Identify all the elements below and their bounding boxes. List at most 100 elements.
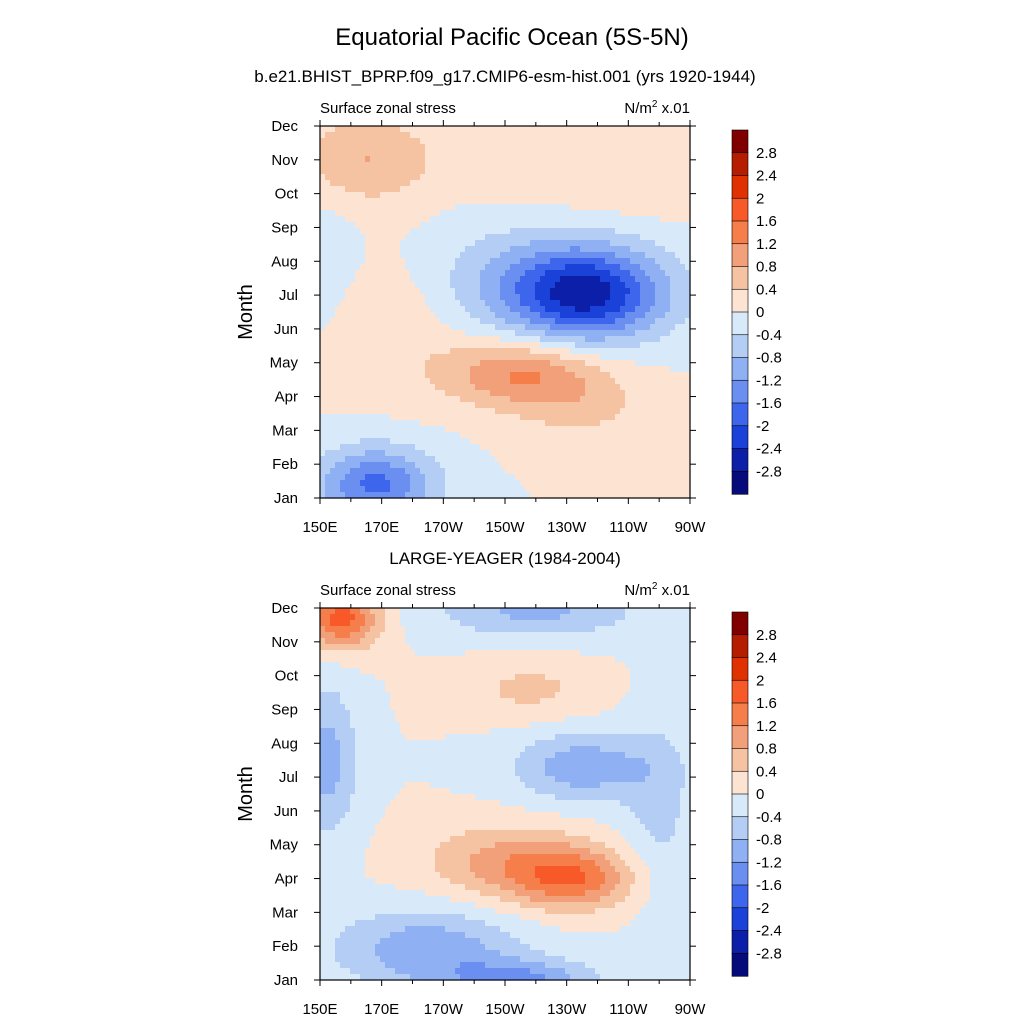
contour-cell bbox=[630, 462, 636, 469]
contour-cell bbox=[400, 354, 406, 361]
contour-cell bbox=[450, 246, 456, 253]
contour-cell bbox=[560, 168, 566, 175]
contour-cell bbox=[565, 228, 571, 235]
contour-cell bbox=[460, 486, 466, 493]
contour-cell bbox=[600, 210, 606, 217]
contour-cell bbox=[680, 132, 686, 139]
contour-cell bbox=[560, 620, 566, 627]
contour-cell bbox=[495, 420, 501, 427]
contour-cell bbox=[390, 300, 396, 307]
contour-cell bbox=[375, 138, 381, 145]
contour-cell bbox=[610, 264, 616, 271]
contour-cell bbox=[600, 608, 606, 615]
contour-cell bbox=[380, 420, 386, 427]
contour-cell bbox=[530, 342, 536, 349]
contour-cell bbox=[400, 348, 406, 355]
contour-cell bbox=[620, 378, 626, 385]
contour-cell bbox=[455, 420, 461, 427]
contour-cell bbox=[660, 450, 666, 457]
contour-cell bbox=[665, 264, 671, 271]
contour-cell bbox=[345, 456, 351, 463]
contour-cell bbox=[555, 264, 561, 271]
contour-cell bbox=[670, 294, 676, 301]
contour-cell bbox=[620, 432, 626, 439]
contour-cell bbox=[535, 360, 541, 367]
contour-cell bbox=[485, 336, 491, 343]
contour-cell bbox=[565, 270, 571, 277]
contour-cell bbox=[675, 132, 681, 139]
contour-cell bbox=[430, 626, 436, 633]
contour-cell bbox=[545, 480, 551, 487]
contour-cell bbox=[455, 608, 461, 615]
contour-cell bbox=[340, 126, 346, 133]
contour-cell bbox=[375, 384, 381, 391]
contour-cell bbox=[685, 156, 691, 163]
contour-cell bbox=[395, 240, 401, 247]
contour-cell bbox=[570, 168, 576, 175]
contour-cell bbox=[585, 324, 591, 331]
contour-cell bbox=[680, 348, 686, 355]
contour-cell bbox=[635, 300, 641, 307]
contour-cell bbox=[645, 396, 651, 403]
contour-cell bbox=[645, 138, 651, 145]
contour-cell bbox=[360, 318, 366, 325]
contour-cell bbox=[325, 620, 331, 627]
contour-cell bbox=[555, 156, 561, 163]
contour-cell bbox=[470, 492, 476, 499]
contour-cell bbox=[415, 614, 421, 621]
contour-cell bbox=[435, 480, 441, 487]
contour-cell bbox=[655, 204, 661, 211]
contour-cell bbox=[400, 390, 406, 397]
contour-cell bbox=[635, 414, 641, 421]
contour-cell bbox=[545, 366, 551, 373]
contour-cell bbox=[535, 432, 541, 439]
contour-cell bbox=[610, 462, 616, 469]
contour-cell bbox=[465, 438, 471, 445]
contour-cell bbox=[605, 162, 611, 169]
contour-cell bbox=[380, 240, 386, 247]
contour-cell bbox=[435, 620, 441, 627]
contour-cell bbox=[355, 324, 361, 331]
contour-cell bbox=[550, 222, 556, 229]
contour-cell bbox=[360, 438, 366, 445]
contour-cell bbox=[525, 432, 531, 439]
contour-cell bbox=[345, 432, 351, 439]
contour-cell bbox=[455, 426, 461, 433]
contour-cell bbox=[485, 282, 491, 289]
contour-cell bbox=[500, 614, 506, 621]
contour-cell bbox=[405, 402, 411, 409]
contour-cell bbox=[430, 360, 436, 367]
contour-cell bbox=[530, 468, 536, 475]
contour-cell bbox=[680, 414, 686, 421]
contour-cell bbox=[660, 486, 666, 493]
contour-cell bbox=[580, 150, 586, 157]
contour-cell bbox=[670, 318, 676, 325]
contour-cell bbox=[600, 264, 606, 271]
contour-cell bbox=[590, 222, 596, 229]
contour-cell bbox=[570, 132, 576, 139]
contour-cell bbox=[465, 360, 471, 367]
contour-cell bbox=[375, 234, 381, 241]
contour-cell bbox=[345, 360, 351, 367]
contour-cell bbox=[320, 300, 326, 307]
contour-cell bbox=[670, 342, 676, 349]
contour-cell bbox=[630, 264, 636, 271]
contour-cell bbox=[360, 198, 366, 205]
contour-cell bbox=[575, 132, 581, 139]
contour-cell bbox=[635, 384, 641, 391]
contour-cell bbox=[570, 300, 576, 307]
contour-cell bbox=[425, 258, 431, 265]
contour-cell bbox=[365, 150, 371, 157]
contour-cell bbox=[485, 150, 491, 157]
contour-cell bbox=[570, 180, 576, 187]
contour-cell bbox=[390, 390, 396, 397]
contour-cell bbox=[370, 288, 376, 295]
contour-cell bbox=[680, 330, 686, 337]
contour-cell bbox=[505, 222, 511, 229]
contour-cell bbox=[640, 402, 646, 409]
contour-cell bbox=[635, 306, 641, 313]
contour-cell bbox=[415, 252, 421, 259]
contour-cell bbox=[540, 486, 546, 493]
contour-cell bbox=[670, 378, 676, 385]
contour-cell bbox=[610, 306, 616, 313]
